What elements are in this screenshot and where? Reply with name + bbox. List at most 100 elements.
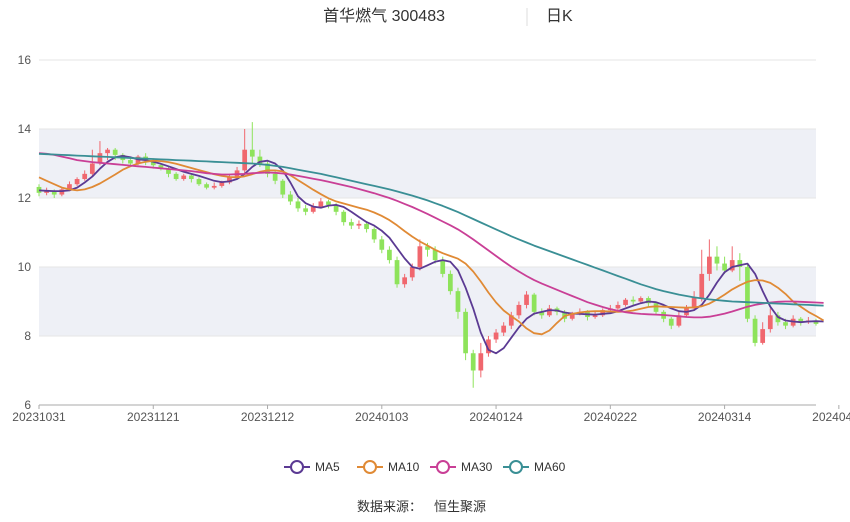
candle-body <box>547 308 552 316</box>
candle <box>516 301 522 319</box>
candle-body <box>257 156 263 164</box>
candle-body <box>447 273 453 292</box>
candle <box>249 122 255 164</box>
candle-body <box>539 311 545 316</box>
candle <box>447 270 453 295</box>
y-tick-label: 12 <box>18 191 32 205</box>
x-tick-label: 20240222 <box>584 410 638 424</box>
candle-body <box>288 194 293 202</box>
candle-body <box>508 315 514 326</box>
candle-body <box>128 160 133 164</box>
candle-body <box>737 260 743 267</box>
period-label[interactable]: 日K <box>546 8 573 25</box>
candle <box>760 322 766 345</box>
candle <box>668 317 674 330</box>
x-tick-label: 20240408 <box>812 410 850 424</box>
x-tick-label: 20240124 <box>469 410 523 424</box>
candle-body <box>463 311 468 354</box>
candle <box>181 173 187 181</box>
candle-body <box>67 184 72 190</box>
candle <box>288 191 293 205</box>
x-tick-label: 20231031 <box>12 410 66 424</box>
candle <box>280 179 286 198</box>
x-tick-label: 20231121 <box>127 410 180 424</box>
y-tick-label: 14 <box>18 122 32 136</box>
candle-body <box>425 246 430 250</box>
candle-body <box>440 260 446 274</box>
legend-item-ma30[interactable]: MA30 <box>430 460 493 474</box>
legend-item-ma60[interactable]: MA60 <box>503 460 566 474</box>
candle-body <box>630 299 636 302</box>
candle-body <box>36 186 42 193</box>
candle-body <box>364 223 369 230</box>
candle <box>227 173 232 185</box>
candle-body <box>600 310 606 316</box>
candle-body <box>341 211 347 223</box>
ma30-line <box>38 152 824 319</box>
candle-body <box>173 173 179 180</box>
x-tick-label: 20231212 <box>241 410 295 424</box>
candle <box>204 182 209 190</box>
candle-body <box>204 184 209 188</box>
candle-body <box>668 318 674 326</box>
candle-body <box>691 298 697 309</box>
candle-body <box>227 177 232 183</box>
candle <box>318 198 324 209</box>
candle <box>74 177 80 186</box>
candle-body <box>166 168 171 174</box>
candle-body <box>767 315 773 330</box>
legend-item-ma5[interactable]: MA5 <box>284 460 340 474</box>
candle-body <box>531 294 537 312</box>
candle-body <box>402 277 408 285</box>
candle-body <box>356 223 362 226</box>
candle-body <box>752 318 758 343</box>
candle-body <box>112 149 118 155</box>
candle <box>364 222 369 233</box>
candle-body <box>318 201 324 207</box>
candle <box>539 308 545 319</box>
candle-body <box>158 165 164 169</box>
candle <box>706 239 712 281</box>
grid-band <box>39 267 816 336</box>
x-tick-label: 20240103 <box>355 410 409 424</box>
candle-body <box>455 291 461 312</box>
candle-body <box>105 149 110 154</box>
x-tick-label: 20240314 <box>698 410 752 424</box>
grid-layer <box>39 59 816 406</box>
legend-marker <box>363 460 377 474</box>
candle <box>478 342 484 378</box>
candle-body <box>303 208 308 212</box>
candle-body <box>501 325 507 333</box>
candle-body <box>265 163 270 174</box>
candle-body <box>242 149 248 171</box>
candle <box>394 256 400 288</box>
candle <box>699 249 705 302</box>
candle-body <box>478 353 484 371</box>
candle <box>387 246 392 264</box>
candle <box>455 287 461 319</box>
candle-body <box>432 249 438 261</box>
candle-body <box>97 153 103 164</box>
candle-body <box>516 304 522 316</box>
candle <box>531 292 537 316</box>
candle <box>265 160 270 178</box>
ma60-line <box>38 152 824 307</box>
source-label: 数据来源： <box>357 499 422 514</box>
candle <box>501 322 507 336</box>
candle <box>402 273 408 288</box>
legend-marker <box>509 460 523 474</box>
candle <box>775 311 781 326</box>
candle-body <box>211 185 217 188</box>
candle-body <box>470 353 476 371</box>
y-tick-label: 8 <box>24 329 31 343</box>
legend-item-ma10[interactable]: MA10 <box>357 460 420 474</box>
candle-body <box>333 204 339 212</box>
candle-body <box>417 246 423 267</box>
candle-body <box>638 298 644 302</box>
candle <box>310 203 316 214</box>
axis-layer: 6 8 10 12 14 16 20231031 20231121 20231212 202401… <box>12 53 850 424</box>
legend-label: MA5 <box>315 460 340 474</box>
candle <box>470 349 476 388</box>
candle <box>486 336 491 357</box>
candle <box>638 296 644 304</box>
